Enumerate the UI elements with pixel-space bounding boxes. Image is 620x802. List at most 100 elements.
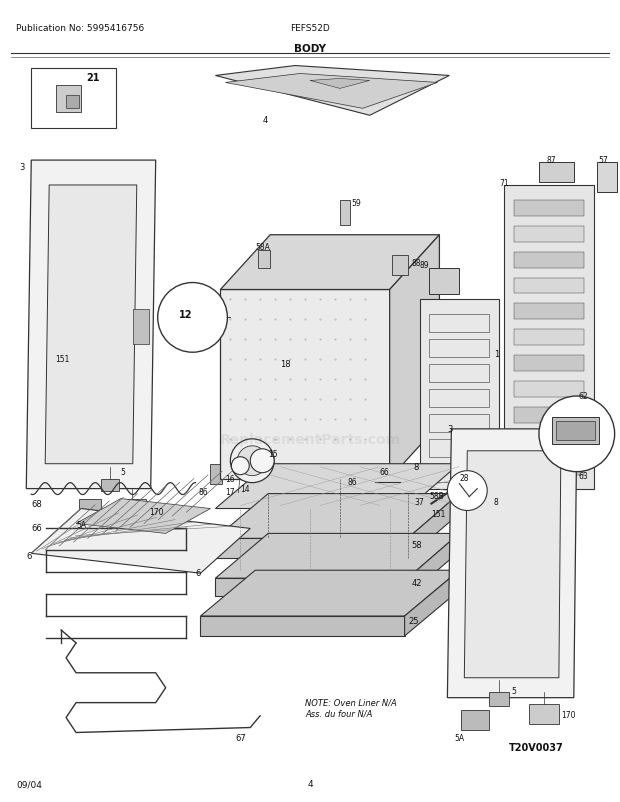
Text: 86: 86 xyxy=(348,477,358,486)
Polygon shape xyxy=(220,236,440,290)
Text: NOTE: Oven Liner N/A
Ass. du four N/A: NOTE: Oven Liner N/A Ass. du four N/A xyxy=(305,698,397,717)
Polygon shape xyxy=(215,578,407,597)
Text: 5A: 5A xyxy=(76,520,86,530)
Text: 68: 68 xyxy=(31,499,42,508)
Text: 15: 15 xyxy=(268,449,278,458)
Text: 71: 71 xyxy=(499,179,509,188)
Polygon shape xyxy=(45,186,137,464)
Text: 151: 151 xyxy=(432,509,446,518)
Text: 8: 8 xyxy=(414,462,419,471)
Text: 17: 17 xyxy=(226,487,235,496)
Polygon shape xyxy=(133,310,149,345)
Text: 6: 6 xyxy=(26,552,32,561)
Text: 3: 3 xyxy=(19,163,25,172)
Text: 89: 89 xyxy=(420,261,429,269)
Polygon shape xyxy=(596,163,617,192)
Polygon shape xyxy=(514,330,584,346)
Polygon shape xyxy=(175,310,210,326)
Text: 5: 5 xyxy=(121,467,126,476)
Polygon shape xyxy=(200,570,459,616)
Polygon shape xyxy=(215,494,459,539)
Polygon shape xyxy=(514,253,584,268)
Polygon shape xyxy=(420,300,499,489)
Text: 66: 66 xyxy=(31,524,42,533)
Text: 87: 87 xyxy=(547,156,557,165)
Polygon shape xyxy=(210,464,223,484)
Polygon shape xyxy=(220,290,389,479)
Polygon shape xyxy=(76,499,210,534)
Text: 62: 62 xyxy=(579,391,588,400)
Polygon shape xyxy=(514,382,584,398)
Text: 4: 4 xyxy=(262,116,267,125)
Circle shape xyxy=(231,439,274,483)
Polygon shape xyxy=(101,479,119,491)
Text: 5A: 5A xyxy=(454,732,464,742)
Circle shape xyxy=(250,449,274,473)
Polygon shape xyxy=(226,75,438,109)
Text: 5: 5 xyxy=(511,686,516,695)
Polygon shape xyxy=(389,236,440,479)
Polygon shape xyxy=(200,616,405,636)
Polygon shape xyxy=(215,539,407,559)
Polygon shape xyxy=(31,509,250,573)
Text: 170: 170 xyxy=(149,507,163,516)
Polygon shape xyxy=(215,534,459,578)
Polygon shape xyxy=(119,499,146,516)
Polygon shape xyxy=(461,710,489,730)
Polygon shape xyxy=(552,417,599,444)
Polygon shape xyxy=(407,534,459,597)
Text: 1: 1 xyxy=(494,350,500,358)
Polygon shape xyxy=(430,268,459,295)
Text: 25: 25 xyxy=(409,616,419,626)
Circle shape xyxy=(448,471,487,511)
Text: 58: 58 xyxy=(412,541,422,549)
Polygon shape xyxy=(514,356,584,371)
Text: BODY: BODY xyxy=(294,43,326,54)
Circle shape xyxy=(231,457,249,475)
Polygon shape xyxy=(514,226,584,242)
Polygon shape xyxy=(310,79,370,89)
Text: 57: 57 xyxy=(599,156,608,165)
Polygon shape xyxy=(529,704,559,723)
Text: 58A: 58A xyxy=(255,242,270,251)
Text: 66: 66 xyxy=(379,467,389,476)
Circle shape xyxy=(539,396,614,472)
Text: 88: 88 xyxy=(412,258,421,267)
Polygon shape xyxy=(392,255,407,275)
Text: 151: 151 xyxy=(55,354,69,364)
Polygon shape xyxy=(514,407,584,423)
Text: 09/04: 09/04 xyxy=(16,780,42,788)
Polygon shape xyxy=(56,87,81,113)
Circle shape xyxy=(157,283,228,353)
Text: 4: 4 xyxy=(307,780,313,788)
Text: 86: 86 xyxy=(198,487,208,496)
Text: 18: 18 xyxy=(280,360,291,369)
Text: 3: 3 xyxy=(448,424,453,433)
Text: 21: 21 xyxy=(86,74,99,83)
Polygon shape xyxy=(259,250,270,268)
Circle shape xyxy=(237,446,267,476)
Polygon shape xyxy=(360,474,374,491)
Text: FEFS52D: FEFS52D xyxy=(290,24,330,33)
Text: 170: 170 xyxy=(561,710,575,719)
Polygon shape xyxy=(215,67,450,116)
Text: T20V0037: T20V0037 xyxy=(509,743,564,752)
Polygon shape xyxy=(514,278,584,294)
Polygon shape xyxy=(407,494,459,559)
Polygon shape xyxy=(539,163,574,183)
Polygon shape xyxy=(504,186,594,489)
Polygon shape xyxy=(514,200,584,217)
Ellipse shape xyxy=(536,277,561,313)
Text: 16: 16 xyxy=(226,474,235,483)
Text: 12: 12 xyxy=(179,310,192,320)
Polygon shape xyxy=(514,304,584,320)
Text: 6: 6 xyxy=(195,569,201,577)
Ellipse shape xyxy=(536,338,561,372)
Polygon shape xyxy=(66,96,79,109)
Polygon shape xyxy=(215,464,459,509)
Polygon shape xyxy=(79,499,101,519)
Polygon shape xyxy=(448,429,577,698)
Text: 14: 14 xyxy=(241,484,250,493)
Polygon shape xyxy=(489,692,509,706)
Text: Publication No: 5995416756: Publication No: 5995416756 xyxy=(16,24,144,33)
